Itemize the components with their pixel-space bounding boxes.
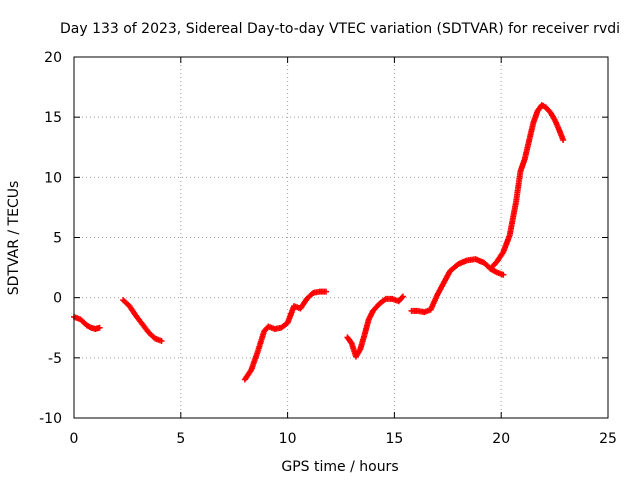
x-axis-label: GPS time / hours	[281, 459, 398, 475]
y-tick-label: 10	[44, 170, 62, 186]
x-tick-label: 10	[279, 431, 297, 447]
x-tick-label: 5	[176, 431, 185, 447]
x-tick-label: 25	[599, 431, 617, 447]
y-tick-label: 0	[53, 291, 62, 307]
y-tick-label: -10	[39, 411, 62, 427]
data-point	[158, 337, 165, 344]
y-tick-label: -5	[48, 351, 62, 367]
data-points	[71, 102, 567, 383]
y-tick-label: 5	[53, 231, 62, 247]
x-tick-label: 20	[492, 431, 510, 447]
data-point	[398, 294, 405, 301]
y-tick-label: 20	[44, 50, 62, 66]
data-point	[560, 137, 567, 144]
grid-lines	[74, 57, 608, 418]
y-axis-label: SDTVAR / TECUs	[6, 181, 22, 296]
x-tick-label: 0	[70, 431, 79, 447]
y-tick-label: 15	[44, 110, 62, 126]
data-point	[500, 271, 507, 278]
data-point	[96, 324, 103, 331]
tick-labels: 0 5 10 15 20 25 -10 -5 0 5 10 15 20	[39, 50, 617, 447]
data-point	[323, 288, 330, 295]
axis-ticks	[73, 56, 609, 419]
x-tick-label: 15	[385, 431, 403, 447]
chart-title: Day 133 of 2023, Sidereal Day-to-day VTE…	[60, 21, 620, 37]
data-point	[399, 293, 406, 300]
